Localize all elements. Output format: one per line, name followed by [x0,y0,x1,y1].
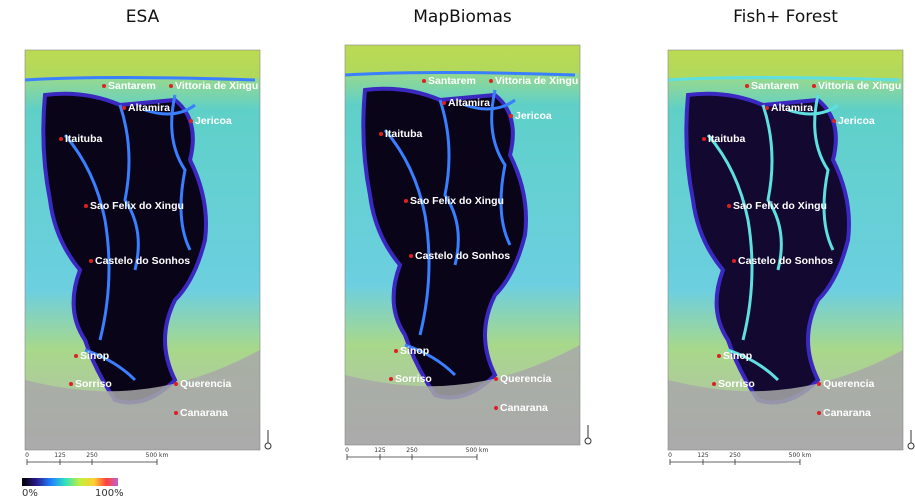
scale-label: 250 [406,447,418,454]
city-label: Sao Felix do Xingu [90,200,184,212]
city-label: Sinop [400,345,429,357]
city-label: Canarana [500,402,548,414]
city-label: Querencia [823,378,875,390]
city-marker [817,382,821,386]
city-marker [84,204,88,208]
city-label: Altamira [771,102,813,114]
city-marker [494,377,498,381]
city-marker [817,411,821,415]
city-marker [732,259,736,263]
legend-max: 100% [95,488,124,499]
city-marker [189,119,193,123]
city-label: Jericoa [195,115,232,127]
scale-label: 125 [697,452,709,459]
city-label: Itaituba [708,133,745,145]
city-label: Sinop [723,350,752,362]
scale-label: 0 [345,447,349,454]
figure: 0% 100% Santarem Vittoria de Xingu Altamir… [0,0,915,504]
city-marker [832,119,836,123]
city-marker [702,137,706,141]
city-label: Jericoa [515,110,552,122]
north-band [25,50,260,78]
city-label: Altamira [448,97,490,109]
scale-label: 500 km [146,452,169,459]
city-label: Sao Felix do Xingu [410,195,504,207]
city-marker [509,114,513,118]
city-label: Castelo do Sonhos [738,255,833,267]
city-marker [404,199,408,203]
city-marker [122,106,126,110]
legend-colorbar [22,478,118,486]
city-label: Canarana [823,407,871,419]
city-marker [745,84,749,88]
city-marker [169,84,173,88]
city-marker [712,382,716,386]
city-label: Vittoria de Xingu [495,75,578,87]
city-label: Sorriso [718,378,755,390]
city-marker [389,377,393,381]
north-arrow [585,438,591,444]
city-marker [174,382,178,386]
city-label: Sorriso [395,373,432,385]
city-marker [494,406,498,410]
city-label: Sinop [80,350,109,362]
city-label: Santarem [108,80,156,92]
city-label: Castelo do Sonhos [415,250,510,262]
panel-title: ESA [126,7,160,27]
scale-label: 0 [668,452,672,459]
city-marker [174,411,178,415]
city-label: Jericoa [838,115,875,127]
scale-label: 500 km [466,447,489,454]
scale-label: 125 [374,447,386,454]
city-label: Canarana [180,407,228,419]
city-marker [102,84,106,88]
city-label: Castelo do Sonhos [95,255,190,267]
city-marker [69,382,73,386]
north-arrow [908,443,914,449]
scale-label: 125 [54,452,66,459]
north-arrow [265,443,271,449]
scale-label: 0 [25,452,29,459]
north-band [668,50,903,78]
city-marker [422,79,426,83]
city-label: Vittoria de Xingu [175,80,258,92]
city-label: Vittoria de Xingu [818,80,901,92]
city-label: Santarem [751,80,799,92]
city-marker [394,349,398,353]
city-label: Santarem [428,75,476,87]
city-marker [812,84,816,88]
map-panel: Santarem Vittoria de Xingu Altamira Jericoa… [668,50,903,450]
north-band [345,45,580,73]
city-marker [717,354,721,358]
panel-title: MapBiomas [413,7,512,27]
city-marker [727,204,731,208]
city-label: Itaituba [385,128,422,140]
city-marker [59,137,63,141]
city-marker [74,354,78,358]
map-panel: Santarem Vittoria de Xingu Altamira Jericoa… [345,45,580,445]
scale-label: 250 [86,452,98,459]
legend-min: 0% [22,488,38,499]
map-panel: Santarem Vittoria de Xingu Altamira Jericoa… [25,50,260,450]
scale-label: 250 [729,452,741,459]
city-marker [765,106,769,110]
scale-label: 500 km [789,452,812,459]
city-label: Querencia [180,378,232,390]
city-label: Sao Felix do Xingu [733,200,827,212]
city-label: Altamira [128,102,170,114]
city-marker [89,259,93,263]
city-marker [489,79,493,83]
city-label: Sorriso [75,378,112,390]
city-marker [409,254,413,258]
panel-title: Fish+ Forest [733,7,838,27]
city-marker [379,132,383,136]
city-label: Itaituba [65,133,102,145]
city-marker [442,101,446,105]
city-label: Querencia [500,373,552,385]
